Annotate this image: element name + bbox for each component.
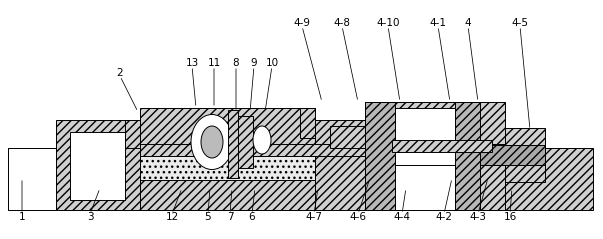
Bar (365, 102, 395, 210)
Bar (70, 132, 125, 200)
Bar (140, 108, 315, 148)
Bar (56, 120, 140, 210)
Bar (365, 102, 505, 144)
Text: 4-4: 4-4 (394, 212, 411, 222)
Text: 4-6: 4-6 (350, 212, 367, 222)
Text: 4-2: 4-2 (435, 212, 452, 222)
Bar (330, 126, 365, 148)
Bar (392, 140, 492, 152)
Bar (238, 116, 253, 168)
Bar (140, 148, 315, 210)
Text: 6: 6 (248, 212, 255, 222)
Text: 13: 13 (185, 58, 198, 68)
Text: 4-9: 4-9 (294, 18, 311, 28)
Text: 10: 10 (265, 58, 279, 68)
Bar (125, 120, 140, 148)
Ellipse shape (191, 114, 233, 169)
Text: 11: 11 (207, 58, 221, 68)
Text: 4-8: 4-8 (333, 18, 350, 28)
Bar (505, 128, 545, 182)
Text: 16: 16 (504, 212, 517, 222)
Text: 4-3: 4-3 (470, 212, 487, 222)
Bar (56, 122, 140, 148)
Text: 4-5: 4-5 (511, 18, 528, 28)
Bar (300, 108, 315, 138)
Text: 4: 4 (465, 18, 472, 28)
Ellipse shape (201, 126, 223, 158)
Text: 7: 7 (227, 212, 233, 222)
Bar (228, 110, 238, 178)
Text: 2: 2 (117, 68, 123, 78)
Bar (8, 148, 56, 210)
Bar (365, 144, 505, 165)
Bar (140, 180, 315, 210)
Bar (395, 165, 455, 210)
Text: 1: 1 (19, 212, 25, 222)
Ellipse shape (253, 126, 271, 154)
Text: 8: 8 (233, 58, 239, 68)
Text: 4-1: 4-1 (429, 18, 446, 28)
Text: 12: 12 (165, 212, 178, 222)
Text: 9: 9 (251, 58, 257, 68)
Bar (140, 144, 365, 156)
Text: 4-10: 4-10 (376, 18, 400, 28)
Bar (395, 108, 455, 144)
Bar (365, 165, 505, 210)
Text: 4-7: 4-7 (306, 212, 323, 222)
Bar (315, 120, 365, 148)
Bar (480, 145, 545, 165)
Text: 5: 5 (204, 212, 211, 222)
Bar (455, 102, 480, 210)
Bar (8, 148, 593, 210)
Text: 3: 3 (87, 212, 93, 222)
